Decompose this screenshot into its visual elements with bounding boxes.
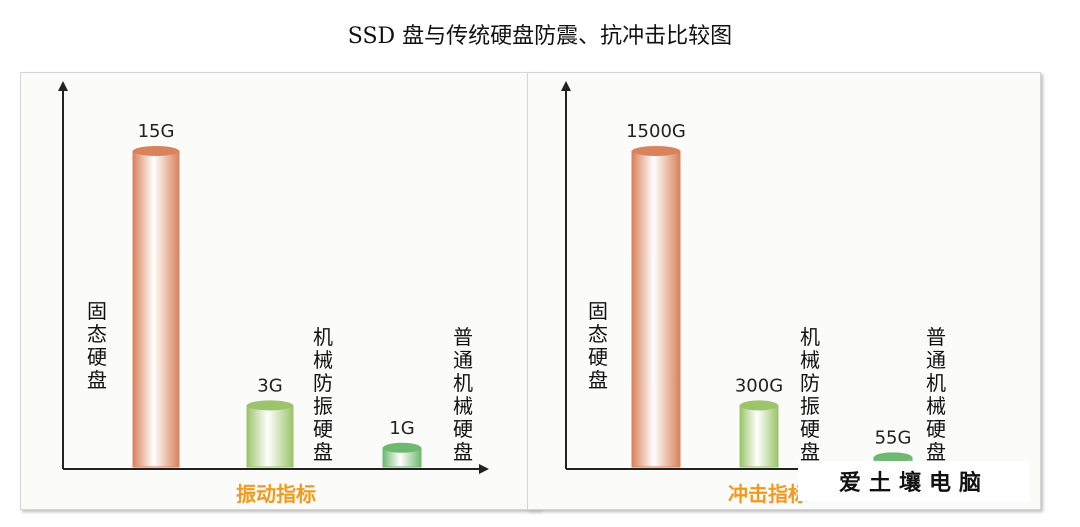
value-label: 300G [735, 375, 783, 396]
bar-cap [247, 400, 293, 411]
bar-cap [383, 442, 421, 453]
bar [246, 404, 294, 468]
value-label: 55G [875, 427, 912, 448]
x-axis-arrow [479, 464, 489, 474]
bar [132, 150, 180, 468]
shock-chart-panel: 1500G 固态硬盘 300G 机械防振硬盘 55G 普通机械硬盘冲击指标 [527, 72, 1041, 510]
bar-cap [874, 452, 912, 463]
category-label: 机械防振硬盘 [313, 325, 333, 464]
value-label: 1500G [626, 121, 686, 142]
category-label: 固态硬盘 [87, 299, 107, 392]
bar [739, 404, 779, 468]
bar [631, 150, 681, 468]
vibration-chart-panel: 15G 固态硬盘 3G 机械防振硬盘 1G 普通机械硬盘振动指标 [20, 72, 540, 510]
chart-title: SSD 盘与传统硬盘防震、抗冲击比较图 [347, 24, 733, 49]
category-label: 普通机械硬盘 [926, 325, 946, 464]
value-label: 1G [389, 418, 414, 439]
category-label: 普通机械硬盘 [453, 325, 473, 464]
bar-cap [133, 146, 179, 156]
y-axis-arrow [561, 81, 571, 91]
watermark: 爱土壤电脑 [798, 461, 1030, 501]
category-label: 机械防振硬盘 [800, 325, 820, 464]
value-label: 15G [138, 121, 175, 142]
value-label: 3G [257, 375, 282, 396]
x-axis-label: 冲击指标 [728, 482, 808, 506]
x-axis-label: 振动指标 [236, 482, 316, 506]
bar-cap [740, 400, 778, 411]
y-axis-arrow [58, 81, 68, 91]
category-label: 固态硬盘 [588, 299, 608, 392]
bar-cap [632, 146, 680, 156]
